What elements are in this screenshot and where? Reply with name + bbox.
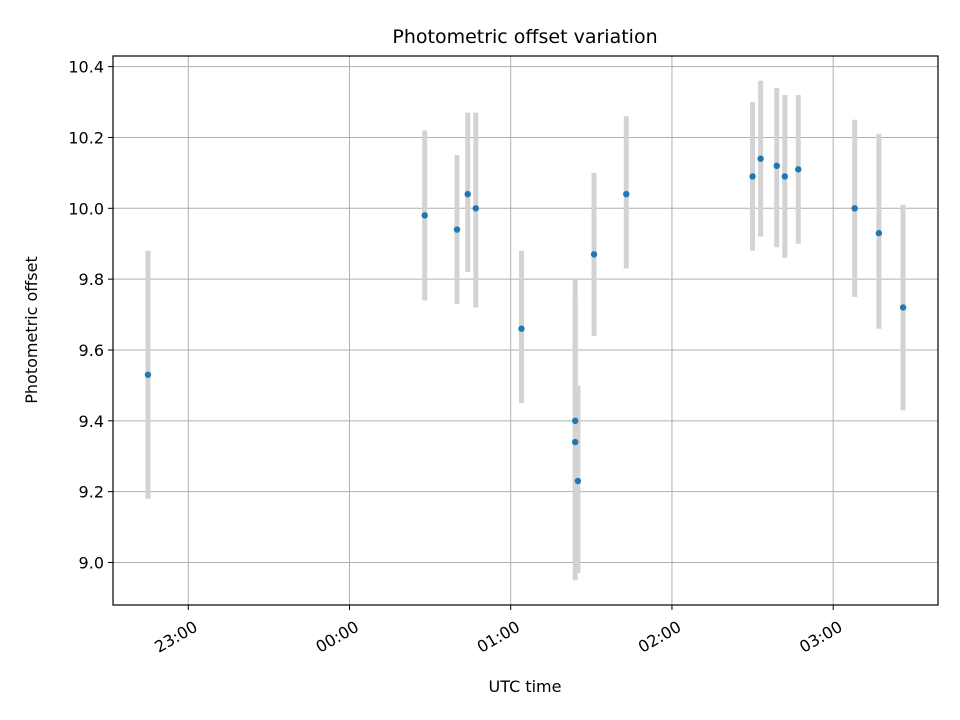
- y-tick-label: 9.4: [79, 412, 104, 431]
- y-axis: 9.0 9.2 9.4 9.6 9.8 10.0 10.2 10.4: [68, 58, 113, 572]
- chart-title: Photometric offset variation: [392, 26, 657, 48]
- y-tick-label: 10.4: [68, 58, 104, 77]
- plot-frame: [112, 55, 939, 606]
- data-point: [144, 371, 152, 378]
- data-point: [875, 229, 883, 237]
- data-point: [623, 190, 630, 198]
- data-point: [851, 205, 858, 212]
- y-tick-label: 10.0: [68, 199, 104, 218]
- data-point: [464, 190, 471, 198]
- grid: [113, 56, 938, 605]
- data-point: [749, 173, 756, 180]
- y-tick-label: 9.6: [79, 341, 104, 360]
- y-tick-label: 9.2: [79, 483, 104, 502]
- data-point: [518, 325, 525, 332]
- data-point: [773, 162, 780, 169]
- x-axis-label: UTC time: [489, 677, 562, 696]
- data-points: [144, 155, 907, 485]
- data-point: [781, 173, 789, 180]
- y-tick-label: 9.8: [79, 270, 104, 289]
- data-point: [757, 155, 764, 162]
- y-axis-label: Photometric offset: [22, 256, 41, 404]
- y-tick-label: 10.2: [68, 128, 104, 147]
- data-point: [421, 212, 428, 219]
- data-point: [899, 304, 907, 311]
- data-point: [795, 166, 802, 173]
- data-point: [472, 205, 479, 212]
- data-point: [572, 438, 579, 446]
- y-tick-label: 9.0: [79, 553, 104, 572]
- data-point: [572, 417, 579, 425]
- data-point: [453, 226, 461, 233]
- data-point: [574, 477, 582, 485]
- data-point: [590, 251, 598, 258]
